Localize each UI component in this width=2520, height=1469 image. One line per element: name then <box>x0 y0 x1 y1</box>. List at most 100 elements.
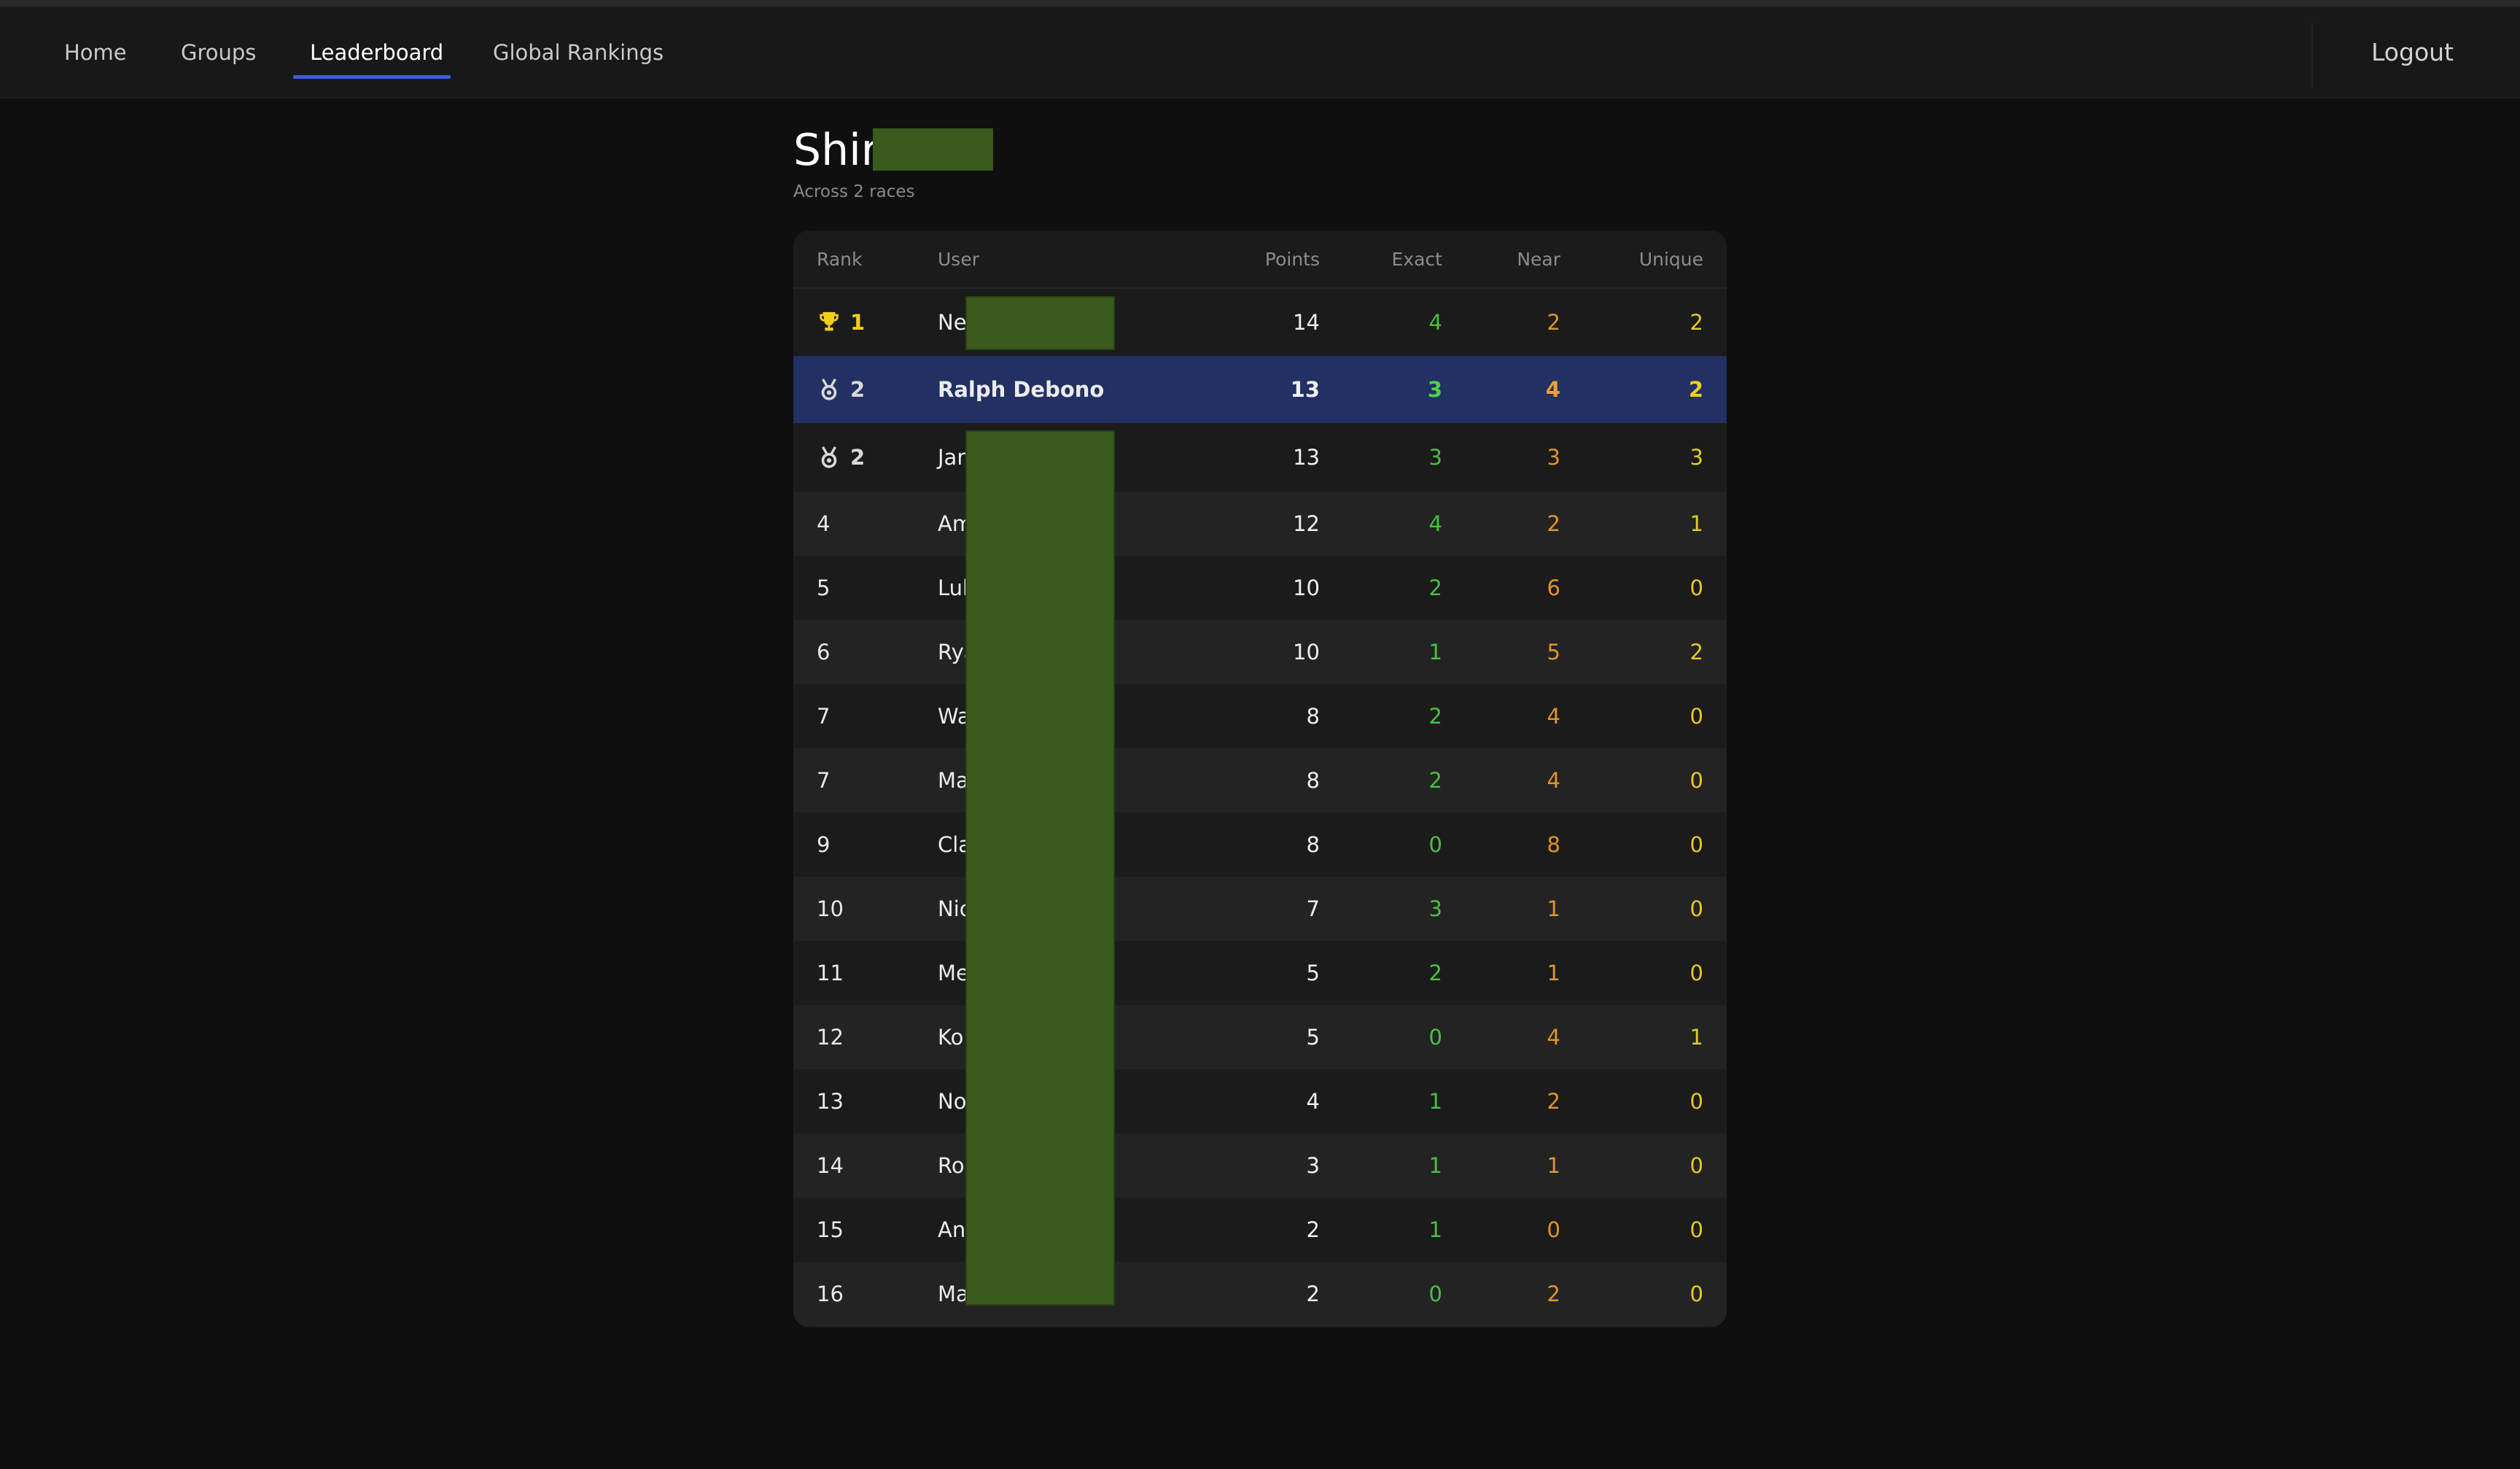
rank-value: 12 <box>817 1025 844 1050</box>
rank-value: 15 <box>817 1217 844 1242</box>
medal-icon <box>817 445 841 470</box>
trophy-icon <box>817 310 841 335</box>
exact-cell: 4 <box>1428 511 1442 536</box>
exact-cell: 2 <box>1428 704 1442 729</box>
table-row[interactable]: 2 Ralph Debono 13 3 4 2 <box>793 356 1727 423</box>
exact-cell: 3 <box>1427 377 1442 402</box>
header-rank: Rank <box>817 249 863 270</box>
exact-cell: 2 <box>1428 961 1442 985</box>
exact-cell: 3 <box>1428 896 1442 921</box>
near-cell: 4 <box>1547 704 1560 729</box>
unique-cell: 0 <box>1689 832 1703 857</box>
unique-cell: 0 <box>1689 768 1703 793</box>
points-cell: 3 <box>1306 1153 1320 1178</box>
unique-cell: 0 <box>1689 1153 1703 1178</box>
header-user: User <box>938 249 979 270</box>
user-cell[interactable]: Ne <box>938 310 967 335</box>
header-near: Near <box>1517 249 1560 270</box>
near-cell: 1 <box>1547 896 1560 921</box>
unique-cell: 2 <box>1689 310 1703 335</box>
rank-value: 6 <box>817 640 831 664</box>
rank-cell: 6 <box>817 620 830 684</box>
table-row[interactable]: 5 Lul 10 2 6 0 <box>793 556 1727 620</box>
points-cell: 10 <box>1293 640 1320 664</box>
table-row[interactable]: 15 And 2 1 0 0 <box>793 1198 1727 1262</box>
rank-cell: 7 <box>817 684 830 748</box>
user-cell[interactable]: Ma <box>938 1282 969 1306</box>
nav-leaderboard[interactable]: Leaderboard <box>310 40 444 65</box>
logout-button[interactable]: Logout <box>2371 38 2454 66</box>
near-cell: 2 <box>1547 310 1560 335</box>
exact-cell: 1 <box>1428 1153 1442 1178</box>
table-row[interactable]: 6 Rya 10 1 5 2 <box>793 620 1727 684</box>
rank-value: 2 <box>850 377 866 402</box>
table-row[interactable]: 14 Rol 3 1 1 0 <box>793 1133 1727 1198</box>
user-cell[interactable]: No <box>938 1089 967 1114</box>
table-row[interactable]: 4 Am 12 4 2 1 <box>793 492 1727 556</box>
nav-global-rankings[interactable]: Global Rankings <box>493 40 664 65</box>
rank-value: 10 <box>817 896 844 921</box>
rank-cell: 14 <box>817 1133 844 1198</box>
near-cell: 6 <box>1547 575 1560 600</box>
near-cell: 1 <box>1547 961 1560 985</box>
rank-cell: 12 <box>817 1005 844 1069</box>
near-cell: 4 <box>1547 768 1560 793</box>
points-cell: 2 <box>1306 1217 1320 1242</box>
unique-cell: 0 <box>1689 704 1703 729</box>
table-row[interactable]: 16 Ma 2 0 2 0 <box>793 1262 1727 1326</box>
near-cell: 2 <box>1547 1089 1560 1114</box>
rank-cell: 5 <box>817 556 830 620</box>
points-cell: 2 <box>1306 1282 1320 1306</box>
title-redaction <box>873 128 993 171</box>
unique-cell: 0 <box>1689 1217 1703 1242</box>
exact-cell: 4 <box>1428 310 1442 335</box>
unique-cell: 2 <box>1689 640 1703 664</box>
user-cell[interactable]: Ma <box>938 768 969 793</box>
username-redaction <box>965 296 1115 350</box>
user-cell[interactable]: Jan <box>938 445 971 470</box>
rank-cell: 7 <box>817 748 830 813</box>
header-exact: Exact <box>1391 249 1442 270</box>
nav-home[interactable]: Home <box>64 40 127 65</box>
table-row[interactable]: 9 Cla 8 0 8 0 <box>793 813 1727 877</box>
points-cell: 10 <box>1293 575 1320 600</box>
exact-cell: 1 <box>1428 1089 1442 1114</box>
unique-cell: 2 <box>1688 377 1703 402</box>
exact-cell: 1 <box>1428 1217 1442 1242</box>
rank-value: 5 <box>817 575 831 600</box>
near-cell: 1 <box>1547 1153 1560 1178</box>
table-row[interactable]: 13 No 4 1 2 0 <box>793 1069 1727 1133</box>
user-cell[interactable]: Me <box>938 961 969 985</box>
page-subtitle: Across 2 races <box>793 182 915 201</box>
user-cell[interactable]: Rol <box>938 1153 971 1178</box>
exact-cell: 0 <box>1428 832 1442 857</box>
table-row[interactable]: 10 Nic 7 3 1 0 <box>793 877 1727 941</box>
rank-value: 7 <box>817 768 831 793</box>
points-cell: 8 <box>1306 704 1320 729</box>
user-cell[interactable]: Wa <box>938 704 971 729</box>
table-row[interactable]: 2 Jan 13 3 3 3 <box>793 423 1727 492</box>
rank-value: 11 <box>817 961 844 985</box>
rank-value: 1 <box>850 310 866 335</box>
nav-groups[interactable]: Groups <box>181 40 257 65</box>
table-row[interactable]: 7 Wa 8 2 4 0 <box>793 684 1727 748</box>
page-title: Shir <box>793 125 879 176</box>
table-row[interactable]: 12 Kor 5 0 4 1 <box>793 1005 1727 1069</box>
user-cell[interactable]: Lul <box>938 575 969 600</box>
rank-value: 14 <box>817 1153 844 1178</box>
rank-cell: 10 <box>817 877 844 941</box>
rank-cell: 2 <box>817 423 865 492</box>
user-cell[interactable]: Ralph Debono <box>938 377 1105 402</box>
table-row[interactable]: 7 Ma 8 2 4 0 <box>793 748 1727 813</box>
username-redaction <box>965 430 1115 1306</box>
table-row[interactable]: 11 Me 5 2 1 0 <box>793 941 1727 1005</box>
table-row[interactable]: 1 Ne 14 4 2 2 <box>793 289 1727 356</box>
exact-cell: 2 <box>1428 575 1442 600</box>
rank-value: 16 <box>817 1282 844 1306</box>
points-cell: 14 <box>1293 310 1320 335</box>
nav-divider <box>2311 23 2313 88</box>
points-cell: 13 <box>1293 445 1320 470</box>
rank-value: 9 <box>817 832 831 857</box>
rank-cell: 9 <box>817 813 830 877</box>
unique-cell: 1 <box>1689 1025 1703 1050</box>
